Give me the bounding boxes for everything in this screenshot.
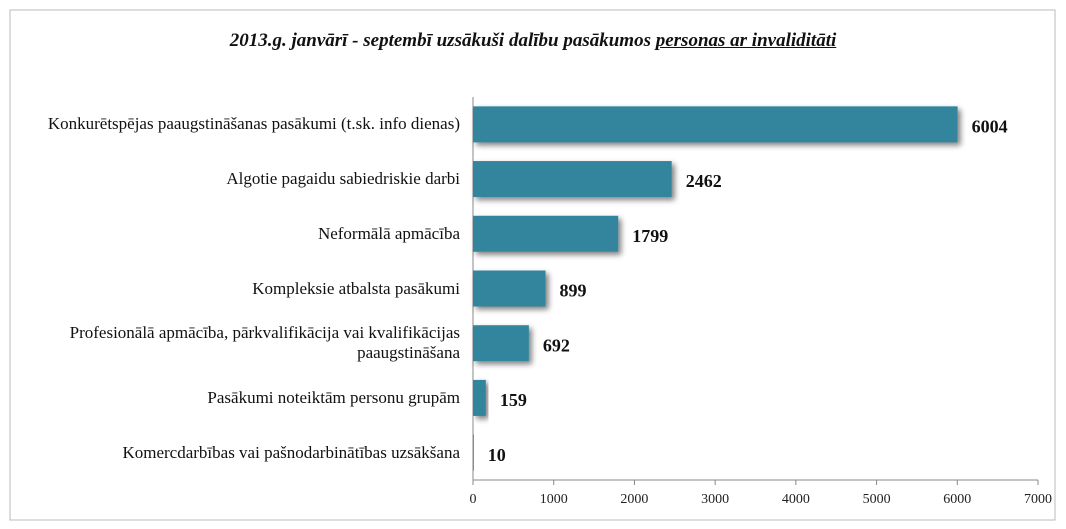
x-tick-label: 4000: [782, 492, 810, 507]
bar: [473, 325, 529, 362]
title-text: 2013.g. janvārī - septembī uzsākuši dalī…: [229, 30, 651, 51]
x-tick-label: 0: [470, 492, 477, 507]
frame: [9, 9, 1056, 521]
x-tick-label: 5000: [863, 492, 891, 507]
value-label: 6004: [972, 116, 1008, 136]
x-tick-label: 6000: [943, 492, 971, 507]
y-tick-label: Konkurētspējas paaugstināšanas pasākumi …: [47, 114, 460, 134]
bar: [473, 215, 619, 252]
y-tick-label: Kompleksie atbalsta pasākumi: [252, 278, 460, 298]
bar: [473, 379, 486, 416]
value-label: 10: [488, 445, 506, 465]
y-tick-label: Algotie pagaidu sabiedriskie darbi: [226, 169, 460, 189]
y-tick-label: Profesionālā apmācība, pārkvalifikācija …: [69, 323, 460, 363]
x-tick-label: 3000: [701, 492, 729, 507]
x-tick-label: 7000: [1024, 492, 1052, 507]
y-tick-label: Neformālā apmācība: [317, 223, 460, 243]
value-label: 2462: [686, 171, 722, 191]
bar: [473, 270, 546, 307]
value-label: 899: [560, 281, 587, 301]
title-underlined: personas ar invaliditāti: [655, 30, 837, 51]
bar: [473, 434, 474, 471]
bar: [473, 106, 958, 143]
x-tick-label: 2000: [620, 492, 648, 507]
value-label: 159: [500, 390, 527, 410]
value-label: 692: [543, 335, 570, 355]
chart-title: 2013.g. janvārī - septembī uzsākuši dalī…: [0, 30, 1066, 52]
value-label: 1799: [632, 226, 668, 246]
y-tick-label: Komercdarbības vai pašnodarbinātības uzs…: [122, 442, 460, 462]
x-tick-label: 1000: [540, 492, 568, 507]
y-tick-label: Pasākumi noteiktām personu grupām: [207, 387, 460, 407]
bar: [473, 161, 672, 198]
